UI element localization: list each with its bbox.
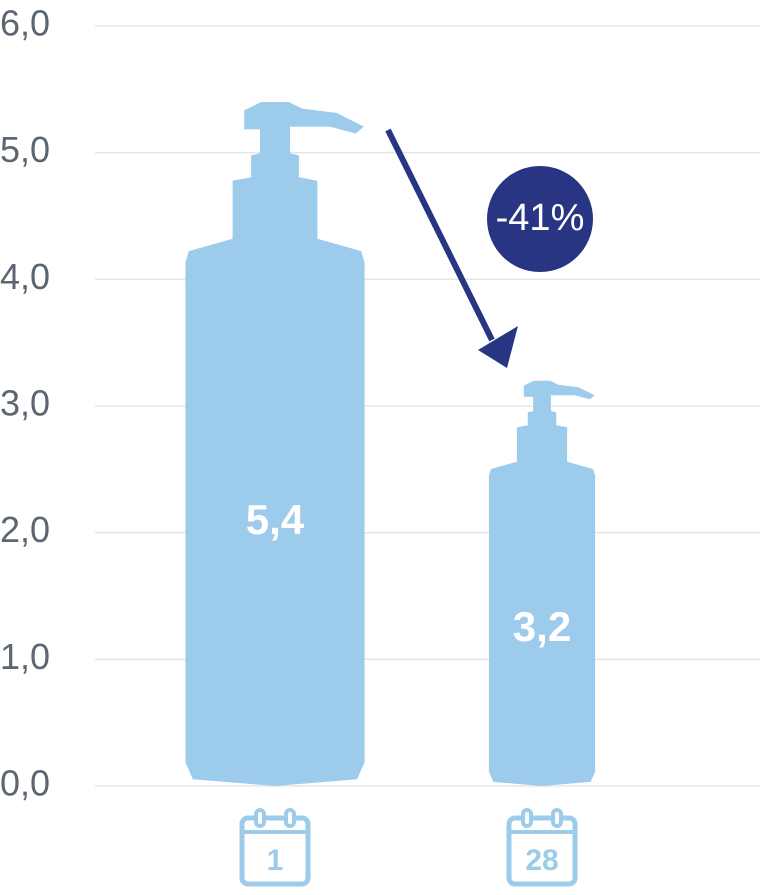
y-tick-label: 3,0 <box>0 383 50 424</box>
y-tick-label: 4,0 <box>0 256 50 297</box>
y-tick-label: 5,0 <box>0 129 50 170</box>
calendar-ring <box>254 808 266 828</box>
value-label: 3,2 <box>513 603 571 650</box>
x-tick-label: 28 <box>525 844 558 877</box>
change-arrow <box>385 128 495 342</box>
y-tick-label: 2,0 <box>0 509 50 550</box>
bar <box>185 102 365 786</box>
y-tick-label: 0,0 <box>0 763 50 804</box>
calendar-ring <box>284 808 296 828</box>
annotation-badge <box>487 166 593 272</box>
arrow-head <box>478 326 518 368</box>
calendar-icon <box>506 815 578 887</box>
calendar-ring <box>521 808 533 828</box>
bar <box>488 380 596 786</box>
annotation: -41% <box>496 197 585 239</box>
value-label: 5,4 <box>246 496 305 543</box>
y-tick-label: 6,0 <box>0 3 50 44</box>
calendar-ring <box>551 808 563 828</box>
y-tick-label: 1,0 <box>0 636 50 677</box>
calendar-icon <box>239 815 311 887</box>
x-tick-label: 1 <box>267 844 284 877</box>
